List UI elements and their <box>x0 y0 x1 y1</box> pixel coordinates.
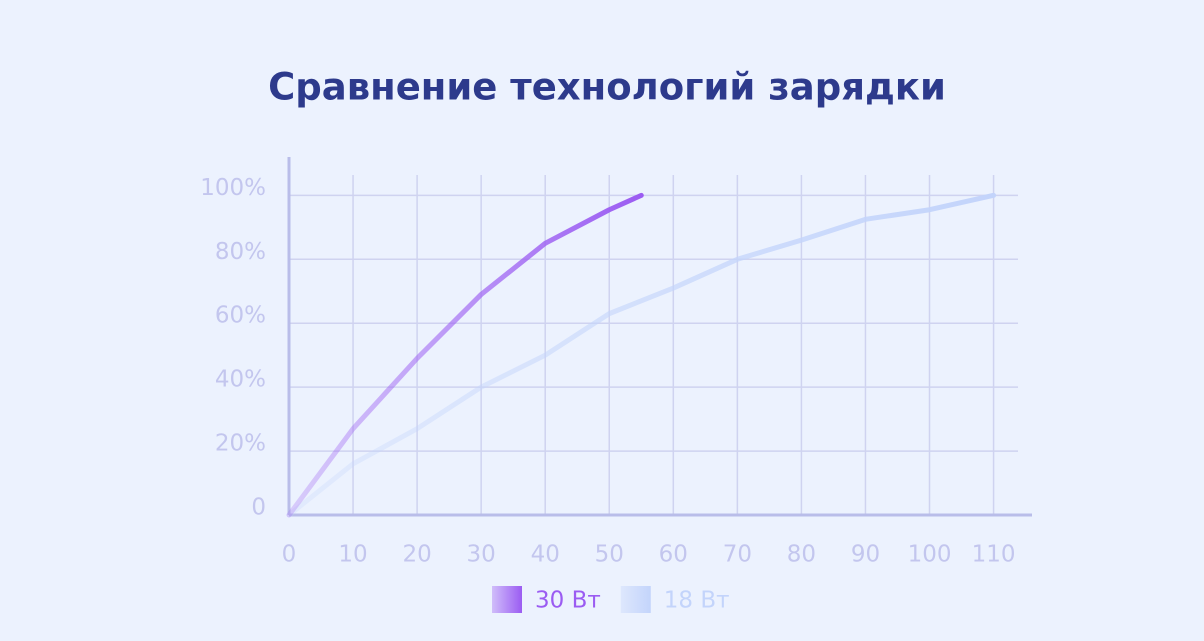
x-tick-label: 20 <box>402 542 431 568</box>
x-tick-label: 0 <box>282 542 297 568</box>
x-tick-label: 110 <box>972 542 1016 568</box>
legend-swatch <box>492 586 522 613</box>
y-tick-label: 60% <box>215 303 266 329</box>
x-tick-label: 60 <box>659 542 688 568</box>
y-tick-label: 80% <box>215 239 266 265</box>
x-tick-label: 40 <box>531 542 560 568</box>
legend-label: 30 Вт <box>535 588 601 614</box>
y-tick-label: 20% <box>215 431 266 457</box>
x-tick-label: 70 <box>723 542 752 568</box>
series-line <box>286 192 997 518</box>
series-line <box>286 192 644 518</box>
x-tick-label: 50 <box>595 542 624 568</box>
legend-swatch <box>620 586 651 613</box>
y-tick-label: 100% <box>200 175 266 201</box>
x-tick-label: 30 <box>467 542 496 568</box>
x-tick-label: 10 <box>338 542 367 568</box>
x-tick-label: 100 <box>908 542 952 568</box>
legend-label: 18 Вт <box>664 588 730 614</box>
y-tick-label: 0 <box>251 495 266 521</box>
x-tick-label: 80 <box>787 542 816 568</box>
chart-title: Сравнение технологий зарядки <box>268 66 946 109</box>
y-tick-label: 40% <box>215 367 266 393</box>
x-tick-label: 90 <box>851 542 880 568</box>
